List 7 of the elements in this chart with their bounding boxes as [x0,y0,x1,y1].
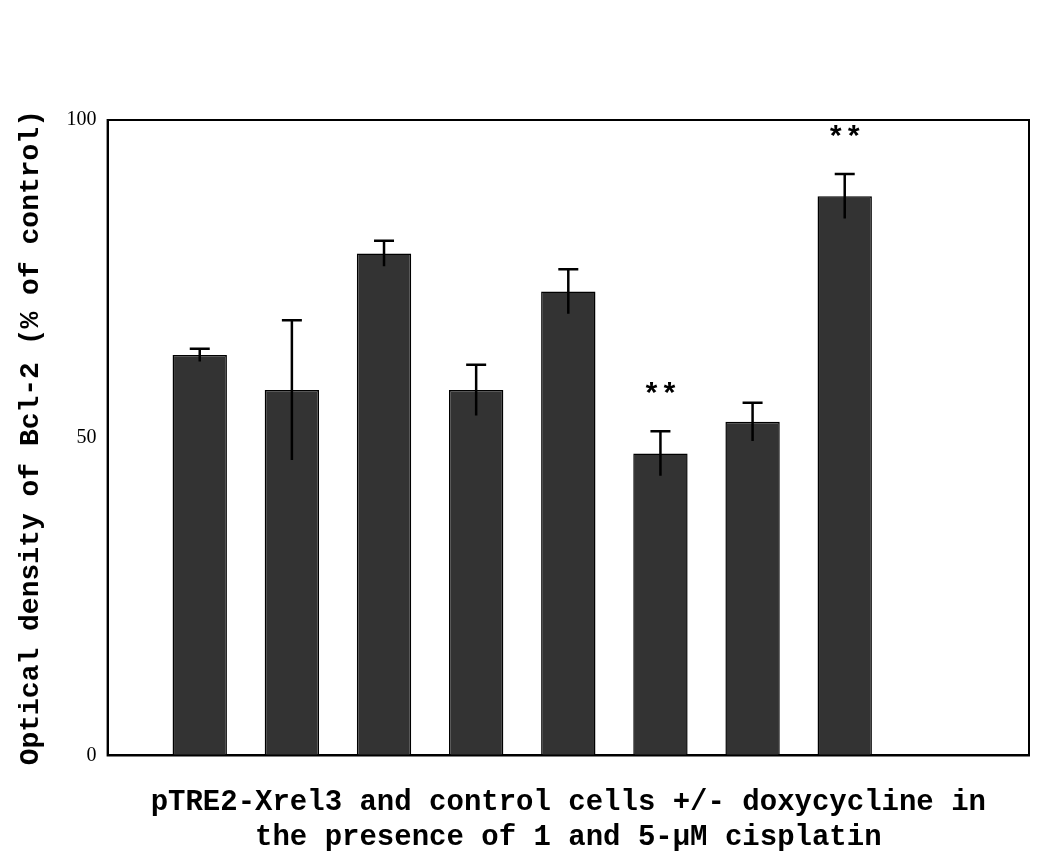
y-tick-label: 50 [76,424,97,447]
y-tick-label: 100 [66,107,97,130]
y-tick-label: 0 [86,742,97,765]
y-axis-title: Optical density of Bcl-2 (% of control) [14,110,46,766]
x-axis-title: pTRE2-Xrel3 and control cells +/- doxycycline in the presence of 1 and 5-µM cisplatin [150,786,986,854]
data-label: ** [642,378,679,413]
data-label: ** [826,121,863,156]
